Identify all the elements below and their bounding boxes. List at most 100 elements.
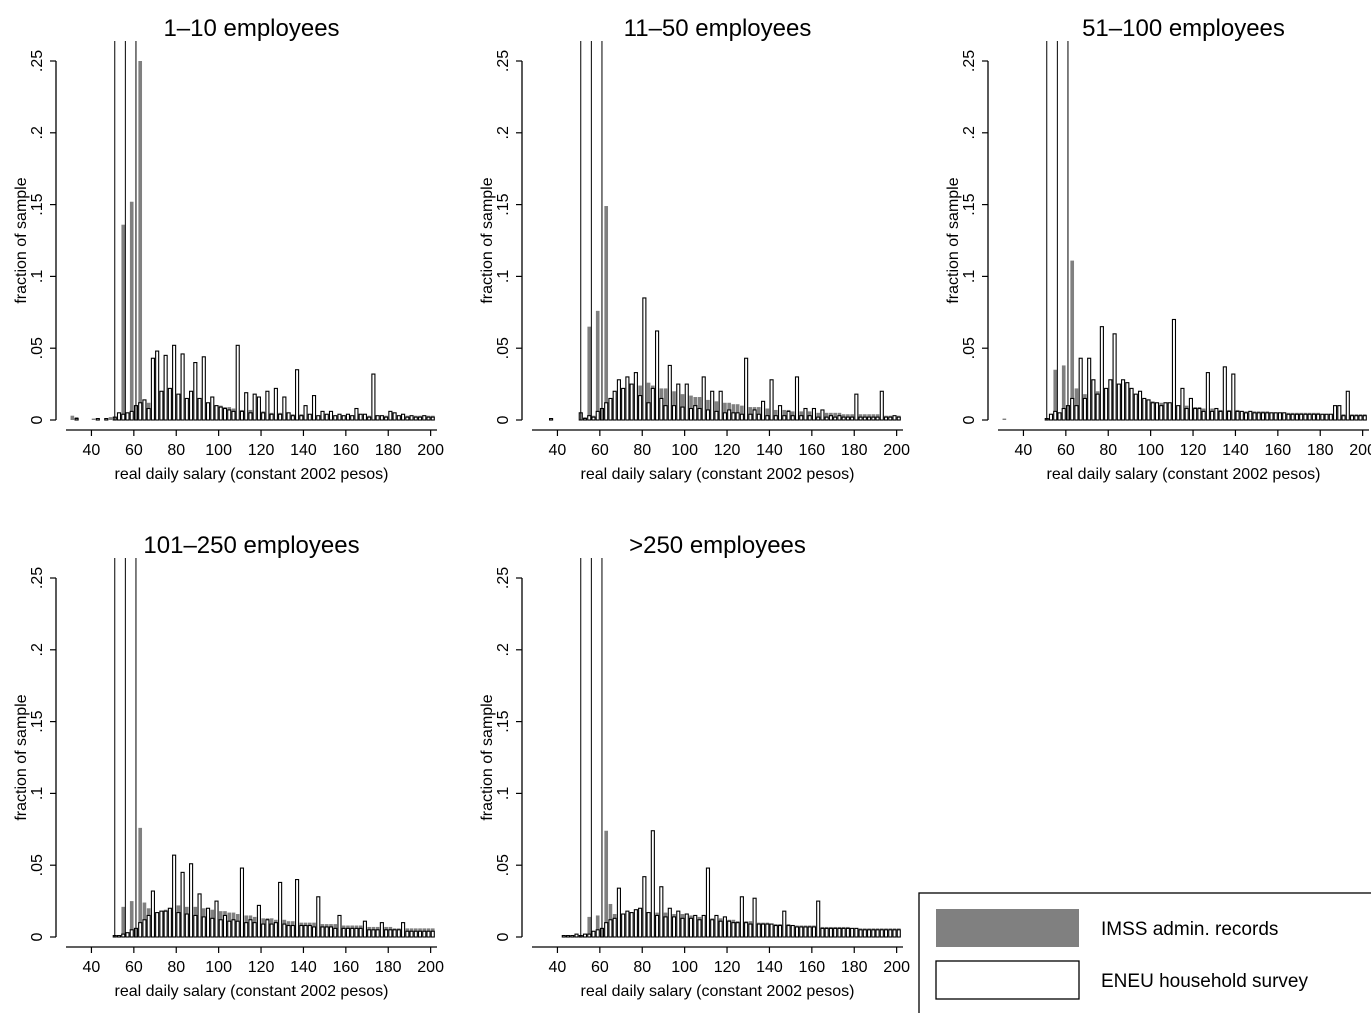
bar-eneu [731,412,736,421]
bar-eneu [1061,407,1066,421]
bar-eneu [176,912,181,938]
bar-eneu [422,930,427,938]
y-axis-title: fraction of sample [479,177,496,303]
x-tick-label: 100 [671,442,698,459]
bar-eneu [1129,387,1134,421]
bar-imss [782,409,787,420]
bar-eneu [125,412,130,421]
bar-eneu [1231,373,1236,421]
bar-eneu [854,393,859,421]
bar-eneu [803,407,808,421]
x-tick-label: 120 [248,442,275,459]
bar-imss [824,412,829,420]
bar-eneu [167,907,172,938]
bar-imss [1074,388,1079,420]
bar-eneu [324,926,329,938]
bar-eneu [375,929,380,938]
bar-eneu [604,402,609,421]
bar-eneu [282,923,287,938]
bar-eneu [1218,410,1223,421]
bar-eneu [888,929,893,938]
bar-imss [91,418,96,420]
bar-eneu [727,920,732,938]
bar-eneu [892,415,897,421]
bar-eneu [671,916,677,938]
bar-eneu [616,379,621,421]
bar-eneu [189,863,194,938]
bar-eneu [150,357,155,421]
bar-eneu [248,412,253,421]
bar-eneu [777,405,783,421]
bar-eneu [218,919,223,938]
x-tick-label: 80 [1099,442,1117,459]
bar-eneu [303,405,308,421]
x-tick-label: 60 [591,442,609,459]
bar-eneu [858,416,863,421]
bar-eneu [811,407,817,421]
bar-eneu [422,415,427,421]
bar-eneu [850,416,855,421]
bar-eneu [239,867,245,938]
bar-imss [129,201,134,420]
x-tick-label: 180 [841,959,868,976]
bar-eneu [278,881,283,938]
bar-eneu [646,912,651,938]
bar-eneu [595,929,600,938]
bar-eneu [396,415,401,421]
bar-eneu [146,407,151,421]
bar-eneu [295,879,300,938]
bar-eneu [286,412,291,421]
bar-eneu [1349,415,1355,421]
x-tick-label: 100 [205,959,232,976]
bar-eneu [210,917,215,938]
y-tick-label: 0 [961,415,978,424]
bar-eneu [612,390,617,421]
bar-eneu [189,390,194,421]
bar-eneu [883,929,889,938]
bar-eneu [727,409,732,421]
bar-imss [604,206,609,420]
bar-eneu [413,416,418,421]
bar-eneu [642,297,647,421]
bar-eneu [409,415,414,421]
bar-eneu [756,923,761,938]
bar-eneu [252,922,257,938]
bar-eneu [184,913,189,938]
chart-panel-over-250-employees: >250 employees 40 60 80 100 120 140 160 180 200 0.… [479,532,910,1000]
bar-eneu [794,376,800,421]
chart-panel-51-100-employees: 51–100 employees 40 60 80 100 120 140 160 180 20 0… [945,15,1371,483]
bar-eneu [244,922,249,938]
bar-eneu [879,390,884,421]
bar-eneu [612,917,617,938]
bar-eneu [1307,413,1312,421]
bar-eneu [816,900,821,938]
bar-imss [121,906,126,937]
x-tick-label: 100 [1137,442,1164,459]
bar-eneu [608,919,613,938]
bar-eneu [650,830,655,938]
bar-eneu [667,907,672,938]
bar-eneu [799,926,804,938]
bar-eneu [341,927,346,938]
bar-eneu [684,913,689,938]
bar-eneu [684,383,689,421]
bar-eneu [282,396,287,421]
bar-eneu [1180,387,1185,421]
bar-eneu [1260,412,1266,421]
bar-eneu [756,413,761,421]
bar-eneu [273,387,278,421]
y-tick-label: .1 [29,270,46,283]
bar-eneu [722,916,727,938]
bar-eneu [350,415,355,421]
bar-eneu [184,397,189,421]
bar-eneu [1082,397,1087,421]
bar-eneu [1154,402,1160,421]
bar-imss [129,901,134,937]
legend-swatch-imss [936,909,1079,947]
bar-eneu [299,924,304,938]
bar-imss [138,827,143,937]
bar-eneu [705,867,711,938]
y-tick-label: .05 [29,854,46,876]
bar-eneu [214,900,219,938]
